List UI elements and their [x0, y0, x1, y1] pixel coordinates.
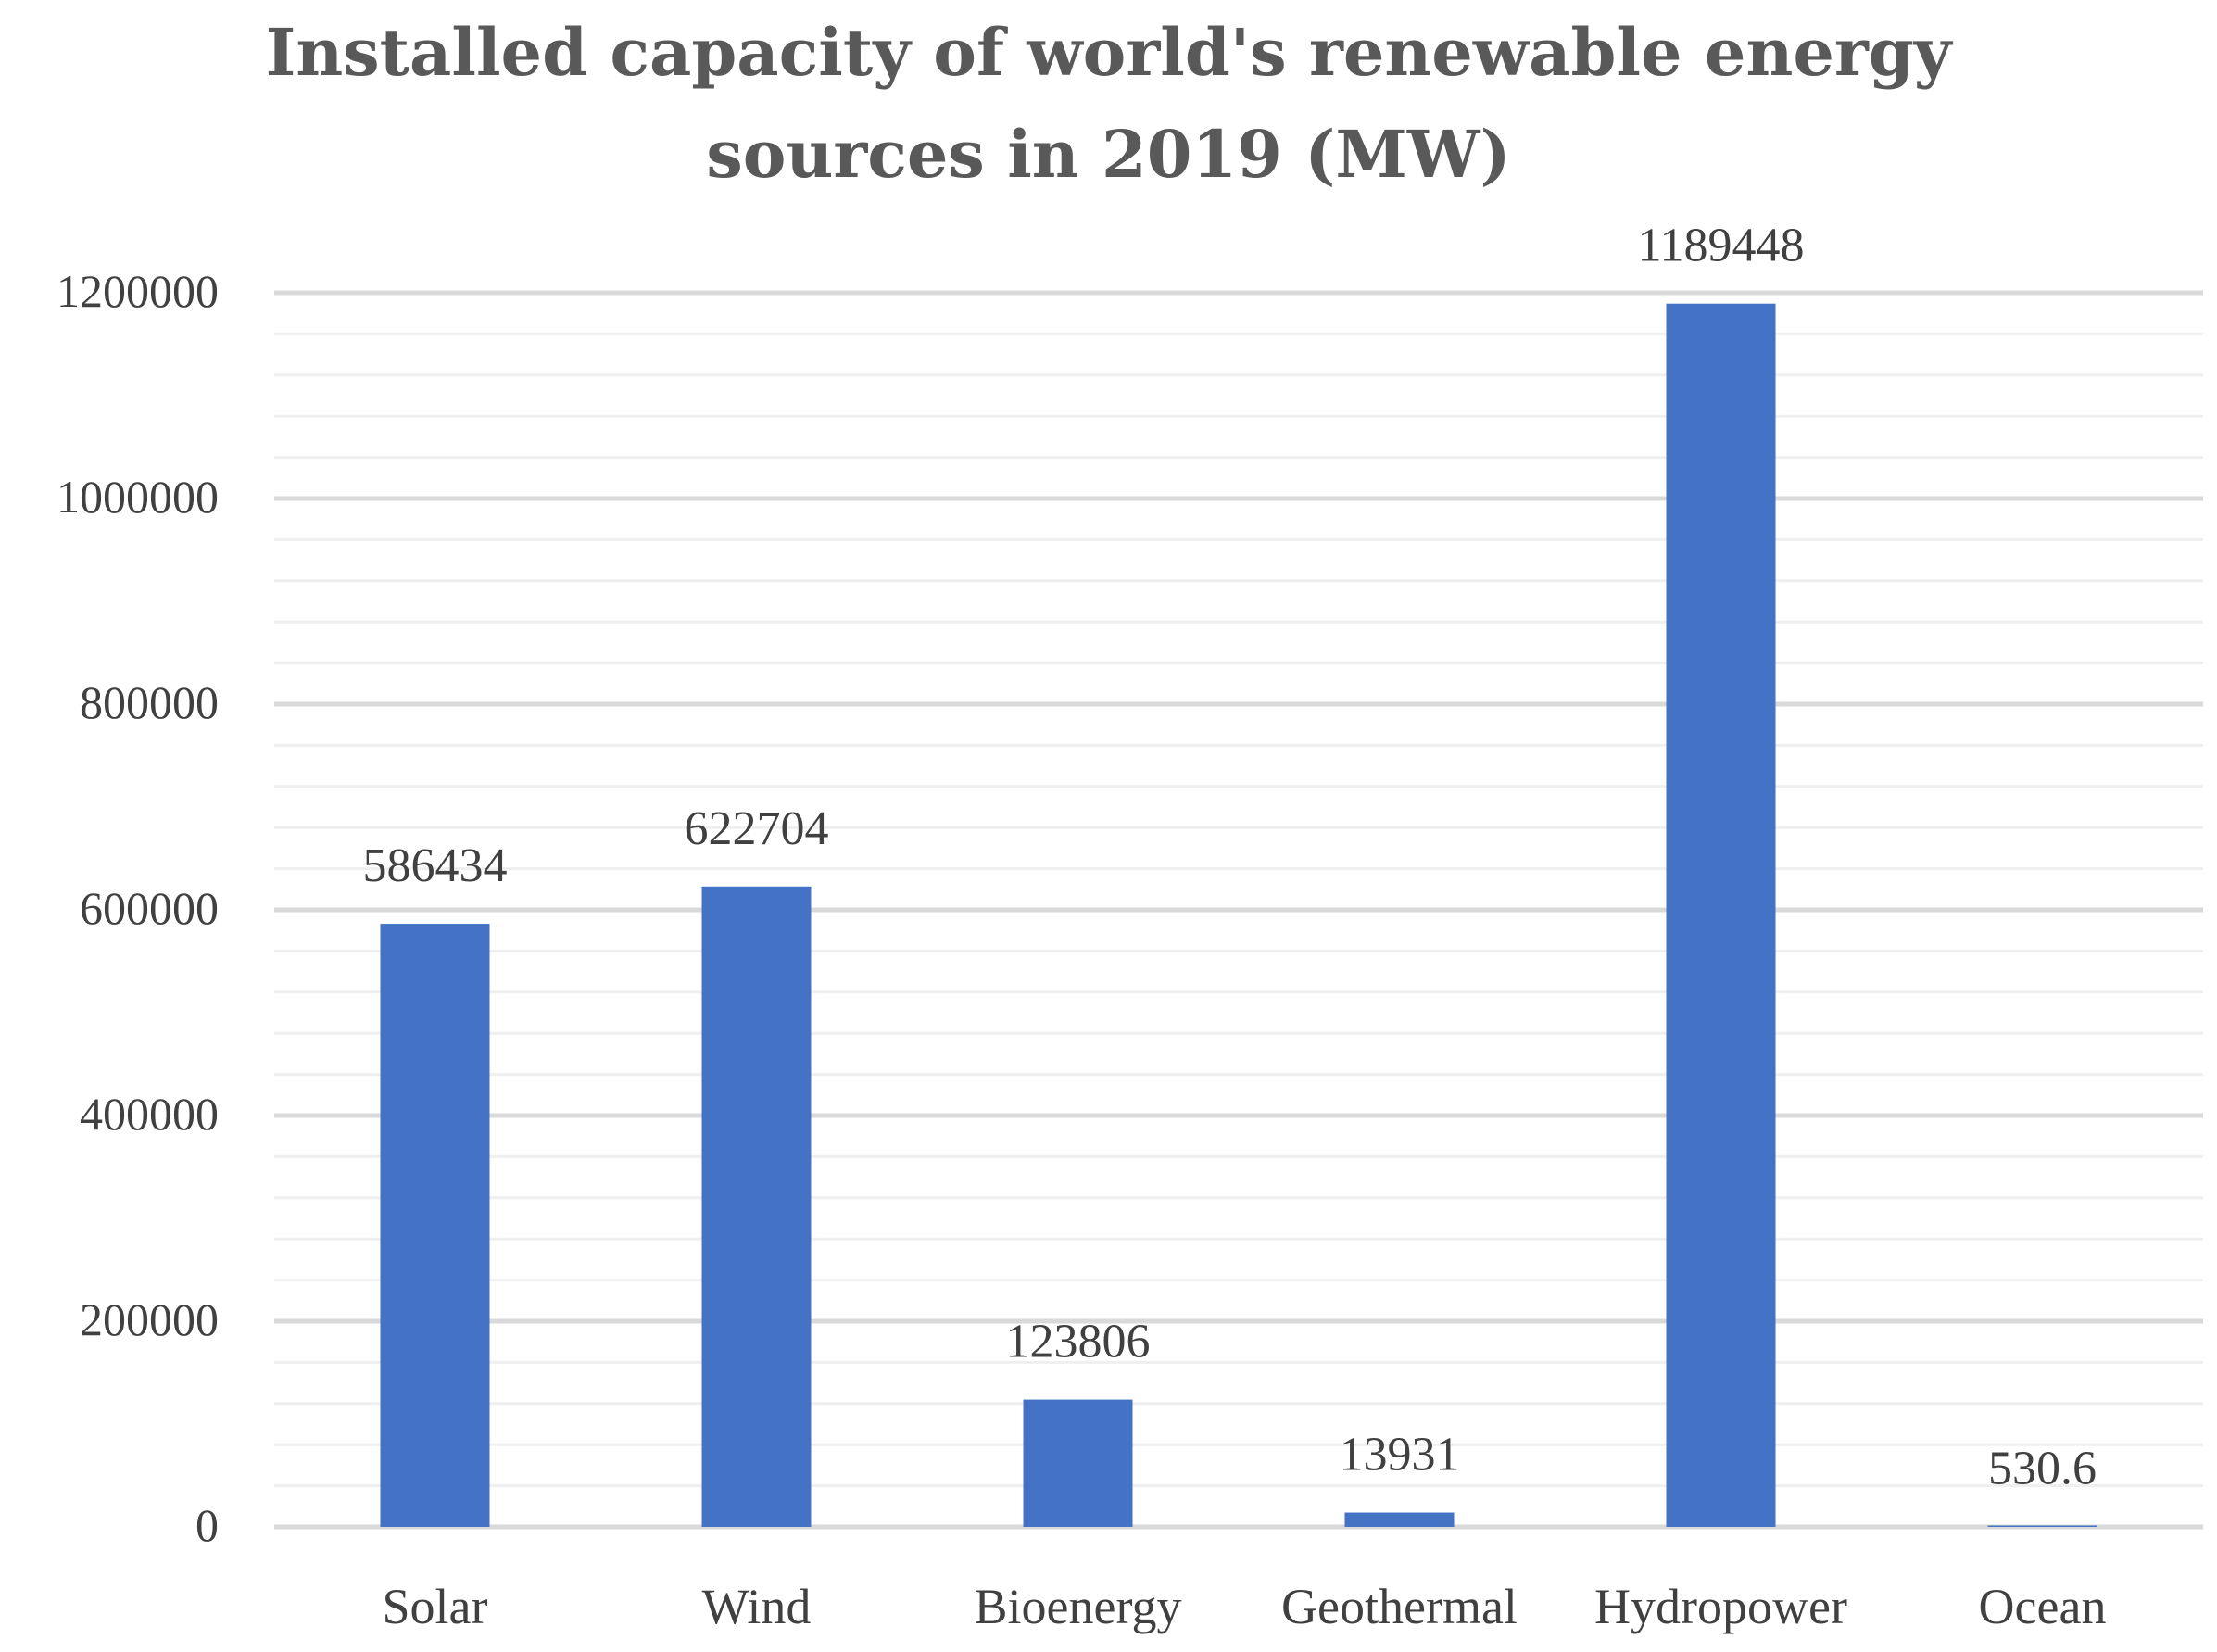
bar-geothermal	[1344, 1512, 1455, 1527]
y-tick-label: 800000	[80, 676, 219, 728]
data-label: 13931	[1340, 1429, 1460, 1482]
chart-title-line-1: Installed capacity of world's renewable …	[265, 14, 1952, 91]
data-label: 123806	[1006, 1316, 1151, 1368]
y-tick-label: 600000	[80, 882, 219, 934]
x-tick-label: Hydropower	[1594, 1579, 1847, 1634]
y-tick-label: 0	[195, 1499, 219, 1551]
y-tick-label: 200000	[80, 1293, 219, 1345]
bar-bioenergy	[1023, 1399, 1133, 1527]
bar-wind	[701, 886, 812, 1527]
x-tick-label: Wind	[702, 1579, 812, 1634]
x-tick-label: Geothermal	[1281, 1579, 1518, 1634]
bar-hydropower	[1666, 303, 1776, 1528]
data-label: 1189448	[1637, 220, 1804, 272]
y-tick-label: 1200000	[57, 265, 219, 317]
x-tick-label: Bioenergy	[975, 1579, 1182, 1634]
data-label: 530.6	[1988, 1442, 2097, 1494]
bar-solar	[380, 924, 490, 1527]
x-tick-label: Solar	[383, 1579, 488, 1634]
y-tick-label: 400000	[80, 1088, 219, 1140]
data-label: 586434	[363, 839, 508, 892]
y-tick-label: 1000000	[57, 471, 219, 523]
bar-ocean	[1987, 1525, 2097, 1527]
data-label: 622704	[685, 802, 829, 855]
x-tick-label: Ocean	[1979, 1579, 2107, 1634]
chart-title-line-2: sources in 2019 (MW)	[706, 116, 1511, 193]
